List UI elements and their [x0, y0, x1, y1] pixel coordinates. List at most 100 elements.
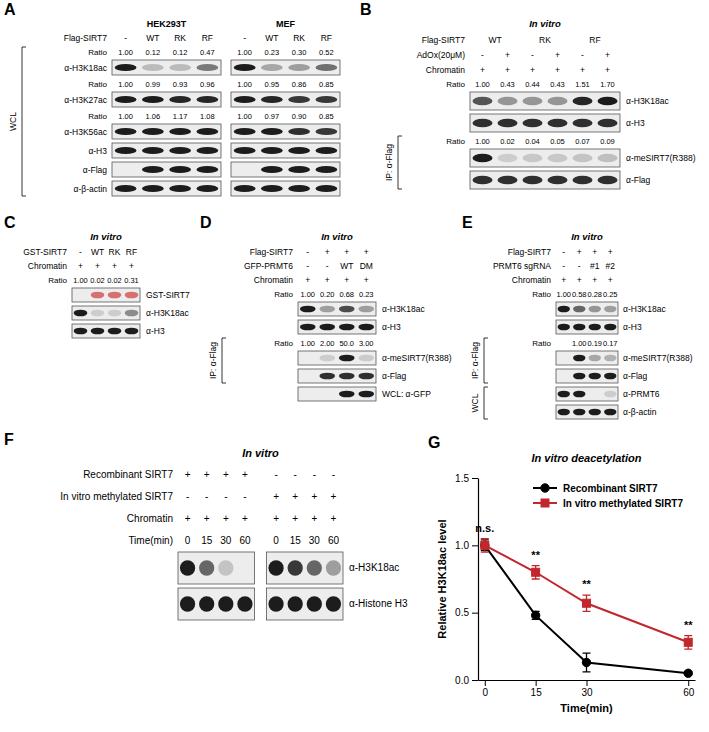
antibody-label: α-Flag	[382, 371, 407, 381]
antibody-label: α-H3K18ac	[623, 304, 666, 314]
condition-value: +	[112, 261, 117, 271]
y-tick: 0.5	[455, 607, 478, 618]
blot-band	[548, 154, 568, 163]
blot-band	[169, 64, 191, 71]
antibody-label: α-H3K18ac	[146, 308, 189, 318]
panel-label: G	[428, 434, 440, 451]
condition-value: #2	[606, 261, 616, 271]
blot-band	[319, 373, 335, 380]
ratio-value: 1.00	[475, 80, 490, 89]
blot-membrane	[178, 552, 255, 584]
ratio-value: 0.02	[500, 137, 515, 146]
blot-band	[604, 391, 616, 398]
blot-band	[339, 355, 355, 362]
condition-value: +	[185, 513, 191, 524]
blot-band	[115, 147, 137, 154]
condition-value: +	[605, 50, 610, 60]
ratio-value: 0.12	[173, 48, 188, 57]
ratio-label: Ratio	[532, 290, 551, 299]
blot-membrane	[298, 387, 376, 401]
ratio-value: 1.00	[237, 48, 252, 57]
panel-subtitle: In vitro	[321, 231, 353, 242]
condition-value: -	[243, 491, 246, 502]
error-bar	[481, 540, 489, 551]
blot-membrane	[298, 302, 376, 316]
ratio-value: 0.58	[572, 290, 587, 299]
blot-membrane	[231, 181, 340, 196]
x-tick: 30	[581, 680, 593, 698]
blot-band	[142, 166, 164, 173]
condition-label: In vitro methylated SIRT7	[60, 491, 173, 502]
condition-value: -	[332, 469, 335, 480]
ratio-value: 0.28	[587, 290, 602, 299]
blot-membrane	[556, 302, 618, 316]
figure: AHEK293TMEFFlag-SIRT7-WTRKRF-WTRKRFRatio…	[0, 0, 709, 732]
bracket	[398, 136, 402, 189]
blot-band	[548, 119, 568, 128]
marker	[684, 669, 692, 677]
blot-band	[288, 147, 310, 154]
blot-band	[234, 64, 256, 71]
blot-band	[108, 328, 122, 335]
ratio-value: 0.23	[359, 290, 374, 299]
blot-band	[326, 596, 341, 611]
marker	[532, 568, 540, 576]
blot-band	[573, 97, 593, 106]
blot-membrane	[470, 114, 620, 132]
error-bar	[583, 653, 591, 672]
ratio-value: 0.90	[292, 112, 307, 121]
blot-band	[498, 154, 518, 163]
blot-band	[558, 324, 570, 331]
antibody-label: α-meSIRT7(R388)	[382, 353, 452, 363]
antibody-label: α-β-actin	[74, 184, 108, 194]
ratio-value: 0.44	[525, 80, 540, 89]
blot-band	[180, 560, 195, 575]
antibody-label: α-H3	[88, 146, 107, 156]
blot-membrane	[470, 171, 620, 189]
blot-band	[288, 166, 310, 173]
blot-band	[339, 391, 355, 398]
ratio-value: 0.04	[525, 137, 540, 146]
condition-label: Chromatin	[254, 275, 293, 285]
blot-band	[261, 147, 283, 154]
blot-band	[261, 96, 283, 103]
blot-band	[196, 96, 218, 103]
blot-band	[199, 560, 214, 575]
blot-band	[288, 64, 310, 71]
antibody-label: α-H3	[626, 118, 645, 128]
y-axis-line	[478, 479, 479, 681]
condition-value: +	[364, 275, 369, 285]
condition-value: +	[129, 261, 134, 271]
blot-band	[358, 355, 374, 362]
blot-panel: CIn vitroGST-SIRT7-WTRKRFChromatin++++Ra…	[4, 214, 190, 338]
antibody-label: α-meSIRT7(R388)	[623, 353, 693, 363]
blot-membrane	[556, 369, 618, 383]
condition-value: +	[530, 65, 535, 75]
bracket	[484, 387, 488, 419]
condition-value: +	[364, 247, 369, 257]
blot-band	[339, 324, 355, 331]
condition-label: GFP-PRMT6	[244, 261, 293, 271]
panel-subtitle: In vitro	[90, 231, 122, 242]
condition-value: #1	[590, 261, 600, 271]
blot-band	[573, 154, 593, 163]
marker	[582, 658, 590, 666]
condition-label: Flag-SIRT7	[508, 247, 552, 257]
condition-value: WT	[91, 247, 104, 257]
plot-area	[481, 539, 693, 678]
ratio-value: 1.00	[118, 80, 133, 89]
blot-band	[300, 355, 316, 362]
ratio-value: 0.31	[124, 276, 139, 285]
error-bar	[481, 539, 489, 552]
ratio-value: 0.02	[90, 276, 105, 285]
blot-band	[573, 119, 593, 128]
panel-subtitle: In vitro	[242, 447, 279, 459]
bracket-label: WCL	[470, 393, 480, 412]
blot-band	[91, 310, 105, 317]
blot-band	[300, 306, 316, 313]
condition-label: Chromatin	[127, 513, 173, 524]
ratio-value: 0.07	[575, 137, 590, 146]
blot-band	[339, 373, 355, 380]
blot-band	[315, 166, 337, 173]
blot-band	[300, 324, 316, 331]
